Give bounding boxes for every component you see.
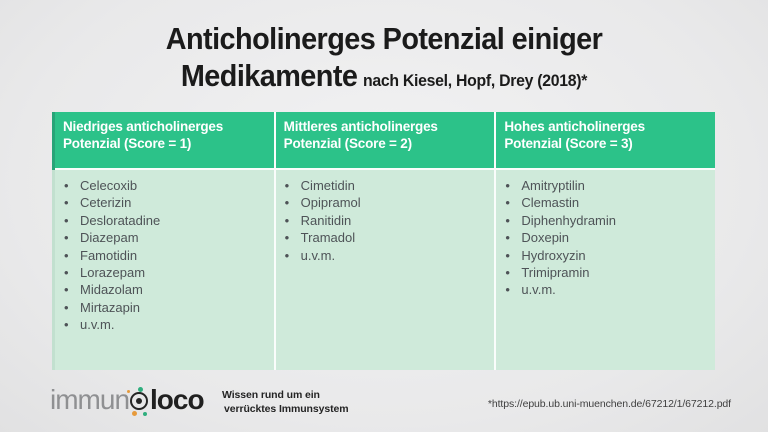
tagline-line-1: Wissen rund um ein [222, 389, 320, 401]
title-line-1: Anticholinerges Potenzial einiger [165, 21, 603, 56]
medication-item: Ranitidin [276, 212, 491, 230]
table-column-1: Niedriges anticholinerges Potenzial (Scor… [55, 112, 274, 370]
source-footnote: *https://epub.ub.uni-muenchen.de/67212/1… [487, 398, 731, 410]
cell-logo-icon [127, 387, 149, 416]
medication-item: Midazolam [55, 281, 270, 299]
immunoloco-logo: immun loco [50, 383, 205, 417]
slide-title: Anticholinerges Potenzial einiger Medika… [0, 20, 768, 99]
column-header-line: Niedriges anticholinerges [63, 119, 224, 134]
medication-item: Celecoxib [55, 177, 270, 195]
green-dot-icon [138, 387, 144, 392]
logo-text-immun: immun [50, 384, 130, 415]
title-citation: nach Kiesel, Hopf, Drey (2018)* [362, 71, 588, 90]
tagline-line-2: verrücktes Immunsystem [224, 402, 349, 415]
medication-item: Tramadol [276, 229, 491, 247]
column-header-line: Potenzial (Score = 3) [504, 136, 633, 151]
column-header-line: Mittleres anticholinerges [283, 119, 438, 134]
title-line-2-main: Medikamente [180, 58, 358, 93]
column-header: Mittleres anticholinerges Potenzial (Scor… [275, 112, 495, 170]
medication-item: u.v.m. [276, 247, 491, 265]
medication-item: Mirtazapin [55, 299, 270, 317]
logo-text-loco: loco [150, 384, 205, 415]
medication-item: Amitryptilin [496, 177, 711, 195]
medication-list: CelecoxibCeterizinDesloratadineDiazepamF… [55, 170, 274, 370]
medication-item: Ceterizin [55, 194, 270, 212]
medication-item: Lorazepam [55, 264, 270, 282]
medication-item: Famotidin [55, 247, 270, 265]
orange-dot-icon [132, 411, 138, 416]
logo-tagline: Wissen rund um ein verrücktes Immunsyste… [222, 389, 349, 416]
column-header: Niedriges anticholinerges Potenzial (Scor… [55, 112, 274, 170]
medication-item: u.v.m. [55, 316, 270, 334]
medication-item: Clemastin [496, 194, 711, 212]
column-header-line: Hohes anticholinerges [504, 119, 645, 134]
medication-list: CimetidinOpipramolRanitidinTramadolu.v.m… [275, 170, 495, 370]
medication-item: Diphenhydramin [496, 212, 711, 230]
column-header-line: Potenzial (Score = 1) [63, 136, 192, 151]
medication-item: Hydroxyzin [496, 247, 711, 265]
column-header-line: Potenzial (Score = 2) [283, 136, 412, 151]
medication-item: u.v.m. [496, 281, 711, 299]
medication-item: Trimipramin [496, 264, 711, 282]
small-orange-dot-icon [127, 390, 131, 393]
medication-item: Cimetidin [276, 177, 491, 195]
medication-item: Desloratadine [55, 212, 270, 230]
title-line-2: Medikamente nach Kiesel, Hopf, Drey (2018… [27, 57, 741, 99]
medication-list: AmitryptilinClemastinDiphenhydraminDoxep… [496, 170, 716, 370]
medication-item: Doxepin [496, 229, 711, 247]
teal-dot-icon [143, 412, 148, 416]
medication-table: Niedriges anticholinerges Potenzial (Scor… [55, 112, 716, 370]
cell-ring [130, 392, 149, 410]
medication-item: Diazepam [55, 229, 270, 247]
table-column-3: Hohes anticholinerges Potenzial (Score = … [494, 112, 716, 370]
medication-item: Opipramol [276, 194, 491, 212]
table-column-2: Mittleres anticholinerges Potenzial (Scor… [273, 112, 495, 370]
column-header: Hohes anticholinerges Potenzial (Score = … [496, 112, 716, 170]
cell-nucleus [136, 398, 143, 404]
